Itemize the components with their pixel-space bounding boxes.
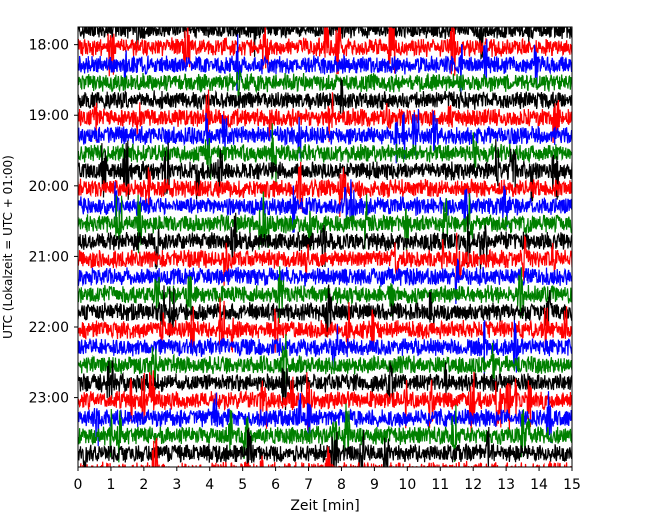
x-tick-label: 13 [497,477,515,493]
trace-line [78,212,572,270]
trace-line [78,258,572,305]
trace-line [78,370,572,433]
x-tick-label: 8 [337,477,346,493]
trace-line [78,161,572,218]
trace-line [78,391,572,447]
y-axis: 18:00 19:00 20:00 21:00 22:00 23:00 [29,38,78,407]
y-tick-label: 18:00 [29,38,69,54]
y-tick-label: 21:00 [29,249,69,265]
trace-line [78,139,572,202]
trace-line [78,78,572,115]
trace-line [78,89,572,144]
trace-line [78,108,572,164]
seismic-traces [78,27,572,467]
x-axis-label: Zeit [min] [290,498,359,514]
x-tick-label: 7 [304,477,313,493]
x-tick-label: 1 [106,477,115,493]
x-tick-label: 9 [370,477,379,493]
x-tick-label: 5 [238,477,247,493]
x-tick-label: 12 [464,477,482,493]
trace-line [78,123,572,183]
trace-line [78,34,572,94]
trace-line [78,297,572,353]
plot-frame [77,26,573,468]
trace-line [78,266,572,324]
trace-line [78,284,572,338]
y-tick-label: 19:00 [29,108,69,124]
trace-line [78,320,572,374]
trace-line [78,232,572,286]
x-tick-label: 6 [271,477,280,493]
x-tick-label: 15 [563,477,581,493]
trace-line [78,334,572,387]
x-tick-label: 14 [530,477,548,493]
x-tick-label: 4 [205,477,214,493]
trace-line [78,426,572,467]
trace-line [78,27,572,77]
y-tick-label: 23:00 [29,391,69,407]
trace-line [78,70,572,99]
trace-line [78,360,572,411]
x-tick-label: 10 [398,477,416,493]
x-tick-label: 3 [172,477,181,493]
x-tick-label: 0 [74,477,83,493]
x-axis: 0 1 2 3 4 5 6 7 8 9 10 11 12 13 14 15 [74,467,581,493]
trace-line [78,179,572,233]
trace-line [78,403,572,463]
y-tick-label: 22:00 [29,320,69,336]
x-tick-label: 2 [139,477,148,493]
y-tick-label: 20:00 [29,179,69,195]
y-axis-label: UTC (Lokalzeit = UTC + 01:00) [1,155,15,339]
x-tick-label: 11 [431,477,449,493]
